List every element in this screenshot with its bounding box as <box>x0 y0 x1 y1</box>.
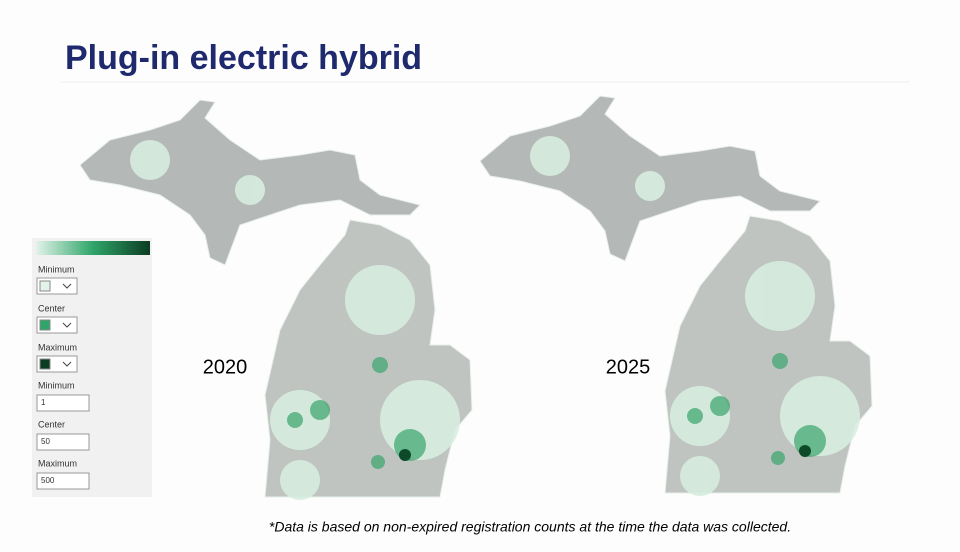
color-swatch <box>39 358 51 370</box>
color-swatch <box>39 319 51 331</box>
map-label: 2025 <box>606 356 651 378</box>
dropdown-arrow <box>62 283 72 289</box>
setting-label: Maximum <box>38 342 77 352</box>
value-input[interactable] <box>36 394 90 412</box>
legend-panel: Minimum Center Maximum Minimum 1 Center 50 Maxi… <box>32 238 152 497</box>
value-text: 50 <box>41 437 50 446</box>
value-input[interactable] <box>36 472 90 490</box>
color-gradient <box>36 241 150 255</box>
color-swatch <box>39 280 51 292</box>
setting-label: Maximum <box>38 458 77 468</box>
dropdown-arrow <box>62 361 72 367</box>
map-2025 <box>479 95 873 497</box>
value-input[interactable] <box>36 433 90 451</box>
setting-label: Center <box>38 303 65 313</box>
map-label: 2020 <box>203 356 248 378</box>
setting-label: Center <box>38 419 65 429</box>
value-text: 500 <box>41 476 55 485</box>
slide-title: Plug-in electric hybrid <box>65 39 422 77</box>
value-text: 1 <box>41 398 46 407</box>
footnote: *Data is based on non-expired registrati… <box>269 519 791 535</box>
setting-label: Minimum <box>38 380 75 390</box>
setting-label: Minimum <box>38 264 75 274</box>
dropdown-arrow <box>62 322 72 328</box>
